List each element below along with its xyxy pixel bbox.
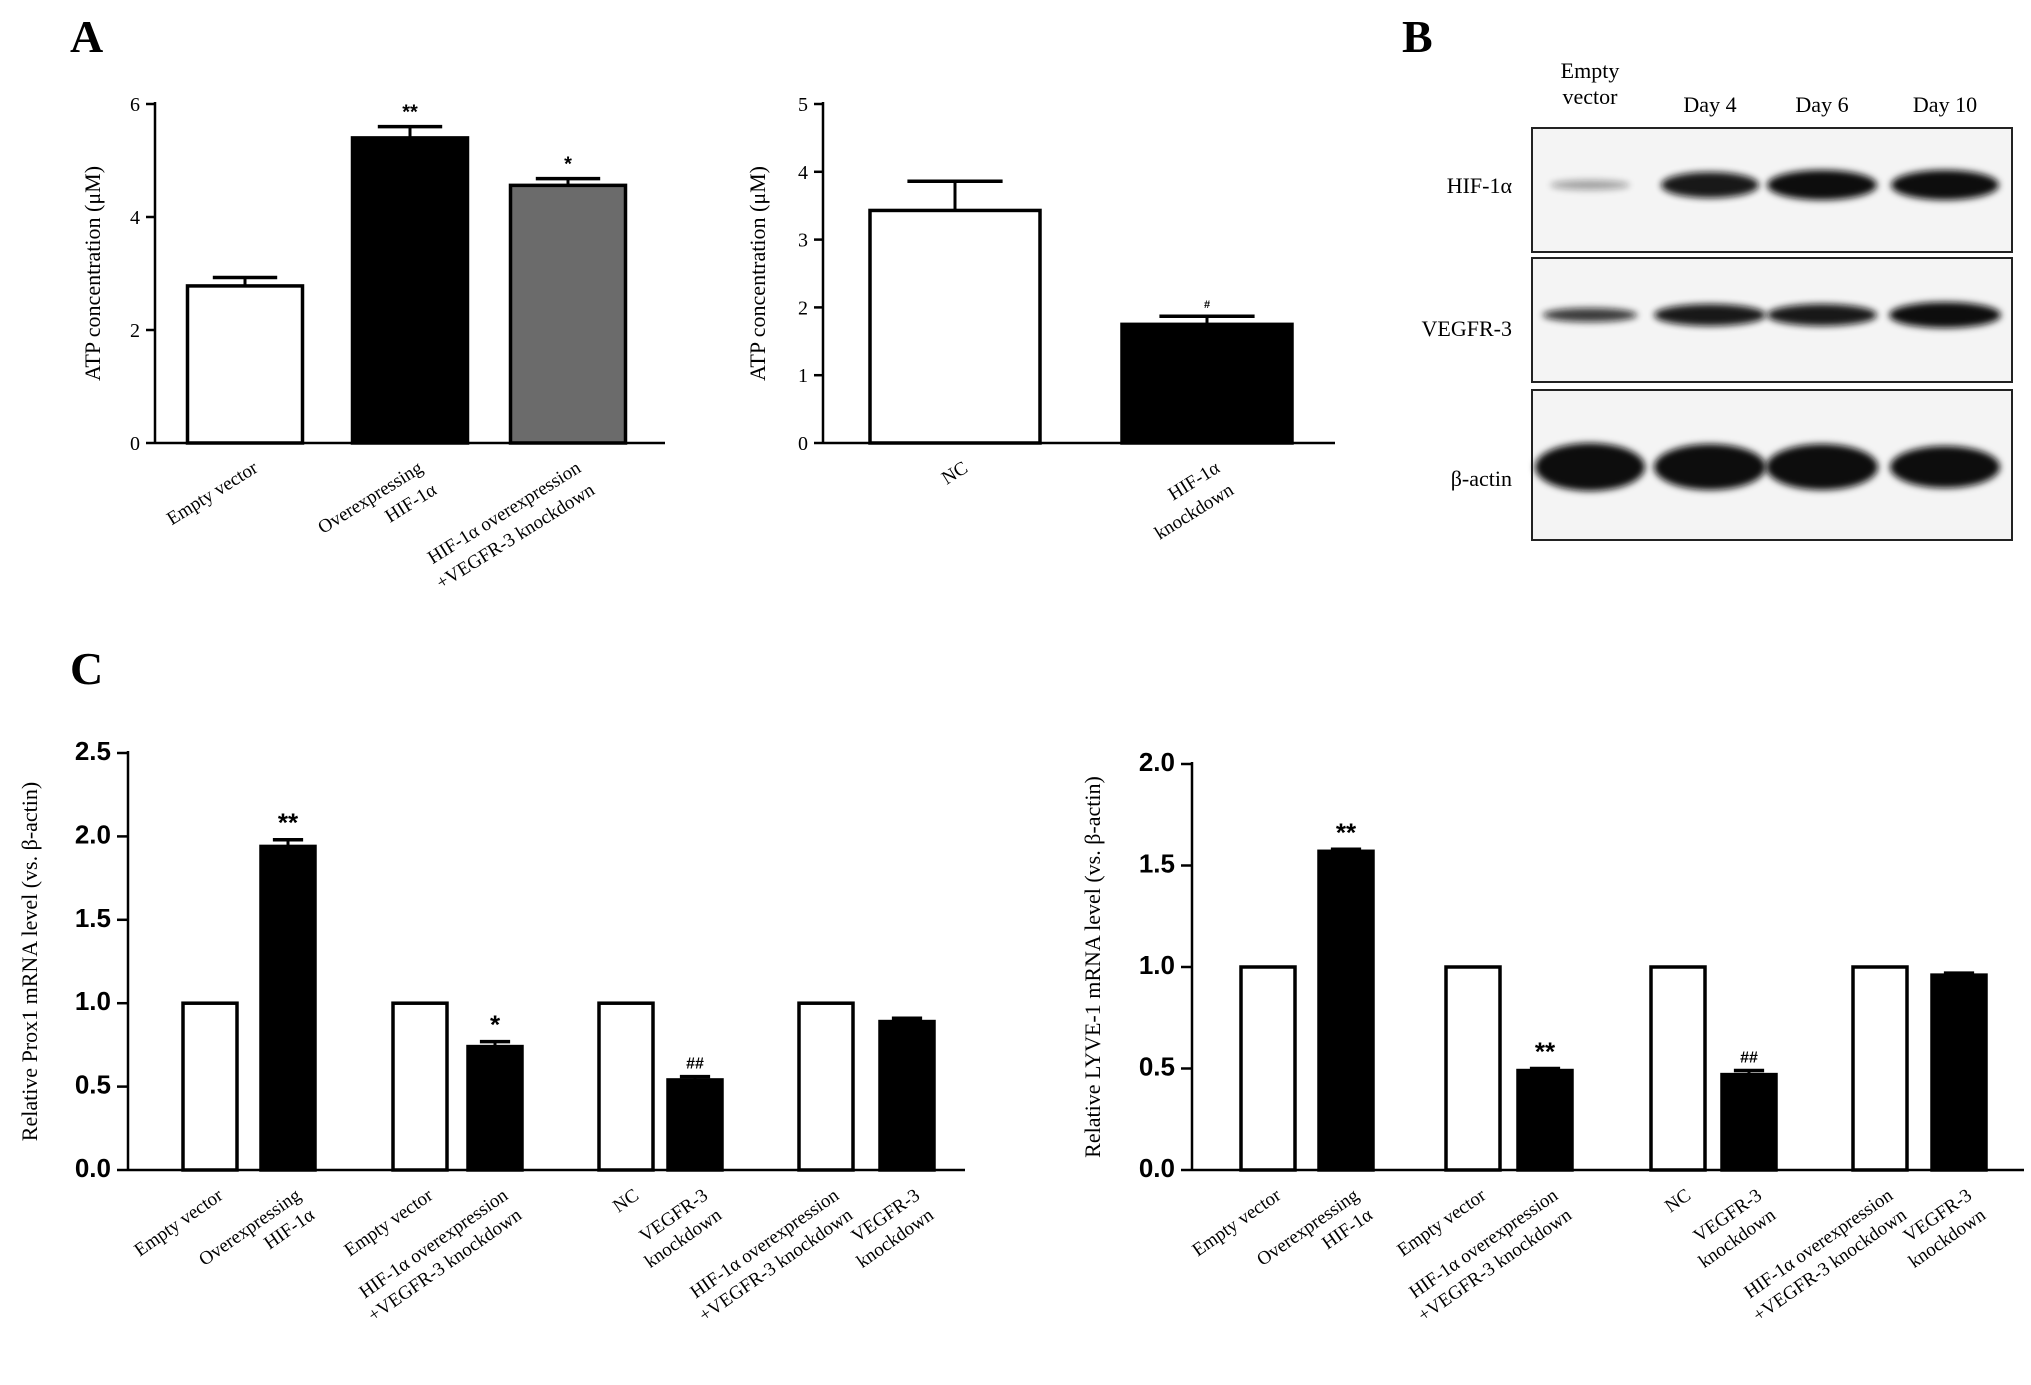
blot-band: [1766, 444, 1878, 490]
c2-bar: [1720, 1072, 1778, 1172]
a1-y-tick-label: 4: [130, 207, 140, 229]
a2-y-tick-label: 4: [798, 162, 808, 184]
c1-bar: [666, 1078, 724, 1172]
a2-y-tick-label: 1: [798, 365, 808, 387]
a1-significance-label: **: [402, 102, 418, 124]
blot-band: [1654, 304, 1766, 326]
a1-y-tick-label: 6: [130, 94, 140, 116]
panel-label-b: B: [1402, 11, 1433, 62]
c2-category-label: HIF-1α overexpression+VEGFR-3 knockdown: [1401, 1185, 1577, 1327]
c2-category-label: NC: [1661, 1185, 1695, 1217]
a1-category-label: Empty vector: [163, 457, 262, 530]
c1-y-tick-label: 1.0: [75, 986, 111, 1016]
blot-band: [1535, 443, 1645, 491]
a2-bar: [1120, 322, 1294, 445]
c2-y-tick-label: 1.5: [1139, 849, 1175, 879]
c2-y-tick-label: 0.5: [1139, 1052, 1175, 1082]
blot-column-label: Day 4: [1683, 92, 1736, 117]
blot-column-label: Day 10: [1913, 92, 1977, 117]
c1-bar: [259, 844, 317, 1172]
c1-y-tick-label: 1.5: [75, 903, 111, 933]
blot-row-label: β-actin: [1451, 466, 1512, 491]
a1-y-tick-label: 2: [130, 320, 140, 342]
blot-row-label: HIF-1α: [1447, 173, 1513, 198]
a2-bar: [868, 208, 1042, 445]
blot-band: [1550, 180, 1630, 190]
c2-bar: [1516, 1068, 1574, 1172]
panel-label-c: C: [70, 643, 104, 694]
c1-y-tick-label: 0.5: [75, 1070, 111, 1100]
c1-bar: [466, 1044, 524, 1172]
blot-band: [1661, 172, 1759, 198]
blot-column-label: Empty vector: [1561, 58, 1620, 109]
c1-significance-label: **: [278, 808, 299, 838]
c2-significance-label: **: [1535, 1037, 1556, 1067]
blot-band: [1891, 170, 1999, 200]
blot-band: [1767, 304, 1877, 326]
c1-bar: [597, 1001, 655, 1172]
blot-band: [1542, 308, 1638, 322]
c2-y-axis-label: Relative LYVE-1 mRNA level (vs. β-actin): [1080, 776, 1105, 1158]
c1-category-label: VEGFR-3knockdown: [627, 1185, 726, 1273]
c1-bar: [391, 1001, 449, 1172]
c1-category-label: NC: [609, 1185, 643, 1217]
a1-category-label: HIF-1α overexpression+VEGFR-3 knockdown: [419, 457, 599, 594]
a2-y-tick-label: 0: [798, 433, 808, 455]
c1-significance-label: *: [490, 1010, 501, 1040]
blot-column-label: Day 6: [1795, 92, 1848, 117]
a2-category-label: HIF-1αknockdown: [1137, 457, 1238, 544]
a1-bar: [508, 183, 628, 445]
c1-category-label: HIF-1α overexpression+VEGFR-3 knockdown: [682, 1185, 858, 1327]
a1-y-tick-label: 0: [130, 433, 140, 455]
a1-y-axis-label: ATP concentration (μM): [80, 166, 105, 381]
c1-category-label: VEGFR-3knockdown: [839, 1185, 938, 1273]
blot-band: [1767, 170, 1877, 200]
c1-bar: [797, 1001, 855, 1172]
c2-category-label: HIF-1α overexpression+VEGFR-3 knockdown: [1736, 1185, 1912, 1327]
c2-significance-label: **: [1336, 817, 1357, 847]
a2-category-label: NC: [938, 457, 972, 489]
c1-y-tick-label: 2.0: [75, 819, 111, 849]
a1-significance-label: *: [564, 154, 572, 176]
a2-y-tick-label: 5: [798, 94, 808, 116]
c2-bar: [1930, 973, 1988, 1172]
c2-y-tick-label: 2.0: [1139, 747, 1175, 777]
c1-significance-label: ##: [686, 1056, 704, 1073]
a1-bar: [185, 284, 305, 445]
a2-y-tick-label: 2: [798, 297, 808, 319]
c2-bar: [1851, 965, 1909, 1172]
blot-row-label: VEGFR-3: [1422, 316, 1512, 341]
c2-category-label: VEGFR-3knockdown: [1681, 1185, 1780, 1273]
a1-bar: [350, 136, 470, 445]
c1-bar: [878, 1019, 936, 1172]
a2-y-axis-label: ATP concentration (μM): [745, 166, 770, 381]
c1-y-tick-label: 2.5: [75, 736, 111, 766]
a2-significance-label: #: [1204, 299, 1210, 311]
blot-band: [1889, 302, 2001, 328]
c1-bar: [181, 1001, 239, 1172]
c2-bar: [1317, 849, 1375, 1172]
c2-category-label: VEGFR-3knockdown: [1891, 1185, 1990, 1273]
blot-band: [1654, 444, 1766, 490]
c1-category-label: HIF-1α overexpression+VEGFR-3 knockdown: [351, 1185, 527, 1327]
a2-y-tick-label: 3: [798, 230, 808, 252]
c2-bar: [1239, 965, 1297, 1172]
c2-y-tick-label: 1.0: [1139, 950, 1175, 980]
a1-category-label: OverexpressingHIF-1α: [314, 457, 440, 560]
c1-y-axis-label: Relative Prox1 mRNA level (vs. β-actin): [17, 782, 42, 1141]
c1-y-tick-label: 0.0: [75, 1153, 111, 1183]
c2-bar: [1649, 965, 1707, 1172]
panel-label-a: A: [70, 11, 104, 62]
c2-significance-label: ##: [1740, 1050, 1758, 1067]
c2-y-tick-label: 0.0: [1139, 1153, 1175, 1183]
c2-bar: [1444, 965, 1502, 1172]
blot-band: [1890, 446, 2000, 488]
